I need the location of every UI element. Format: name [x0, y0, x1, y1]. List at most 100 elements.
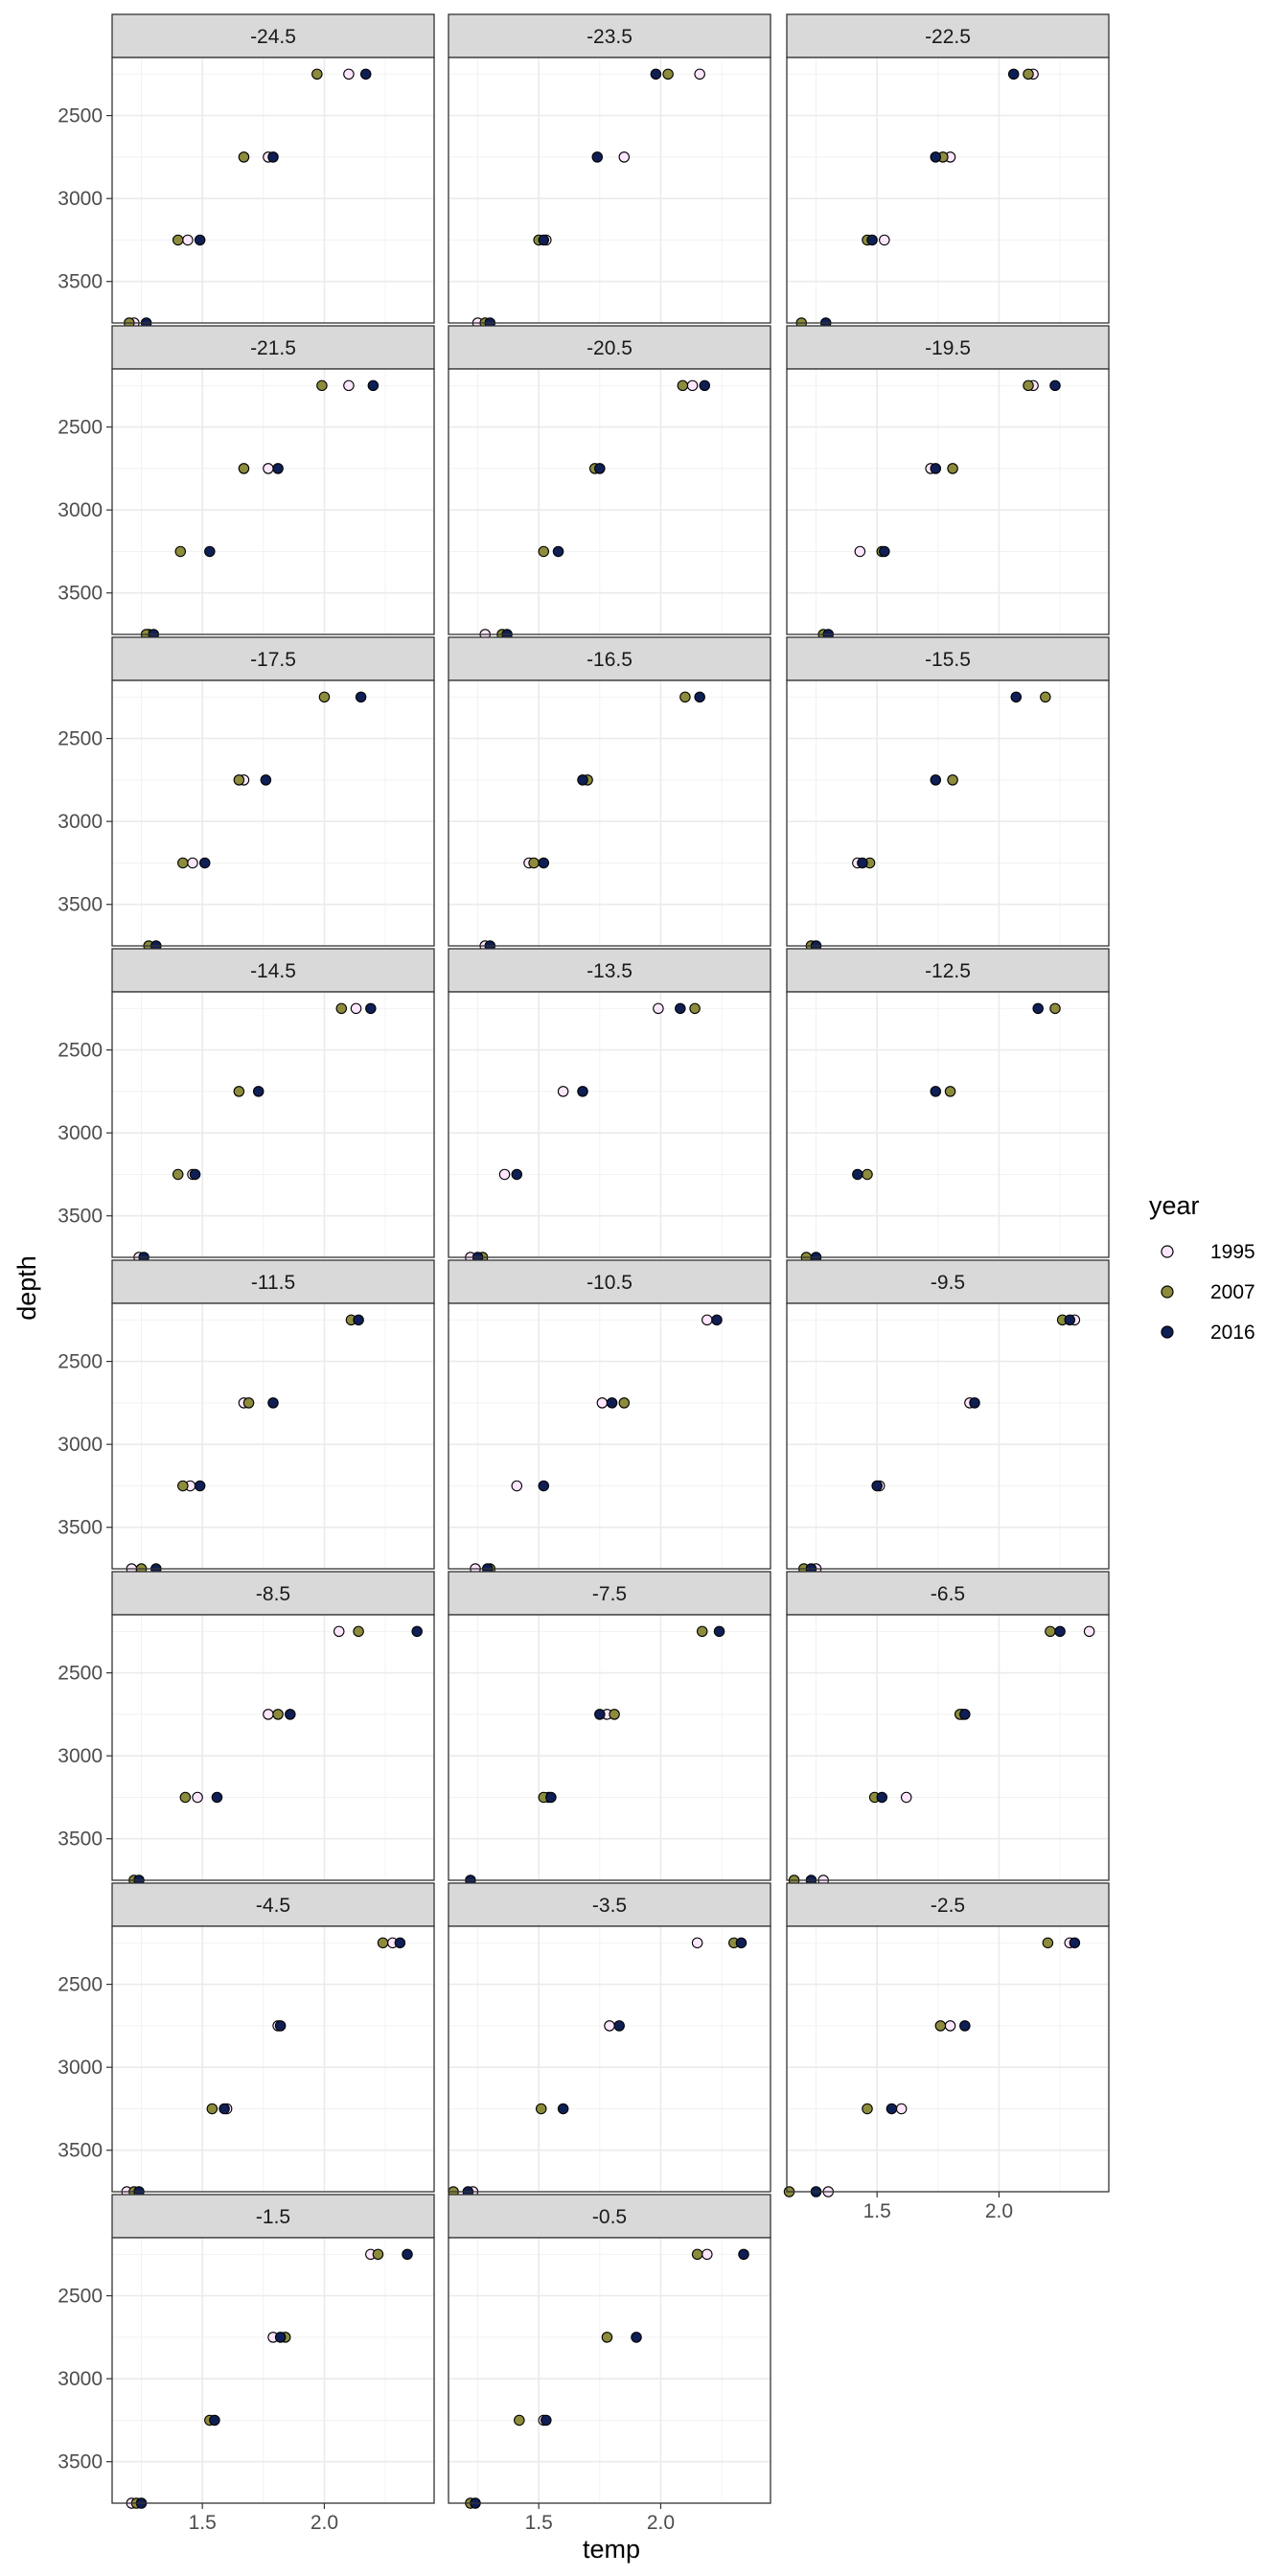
y-tick-label: 3500 — [58, 2451, 103, 2473]
facet-panel: -0.5 1.5 2.0 — [448, 2194, 771, 2534]
facet-strip-label: -6.5 — [931, 1583, 965, 1605]
panel-border — [786, 1614, 1110, 1881]
data-point-2007 — [618, 1397, 631, 1409]
data-point-1995 — [498, 1168, 511, 1181]
data-point-2007 — [174, 545, 187, 558]
facet-strip — [448, 13, 771, 58]
data-point-2016 — [557, 2103, 569, 2115]
y-tick-label: 3000 — [58, 1122, 103, 1144]
data-point-2007 — [696, 1625, 708, 1638]
data-point-2016 — [876, 1791, 888, 1804]
data-point-2007 — [1040, 691, 1051, 703]
facet-strip-label: -13.5 — [586, 960, 632, 982]
panel-border — [448, 1302, 771, 1570]
legend-label: 2016 — [1210, 1322, 1255, 1344]
data-point-2007 — [1023, 380, 1034, 392]
data-point-2007 — [206, 2103, 218, 2115]
data-point-2007 — [233, 774, 245, 786]
data-point-2016 — [886, 2103, 898, 2115]
data-point-2016 — [367, 380, 380, 392]
data-point-2016 — [735, 1937, 748, 1949]
facet-strip-label: -19.5 — [925, 337, 971, 359]
facet-strip — [786, 325, 1110, 370]
data-point-2016 — [267, 151, 279, 163]
data-point-2016 — [365, 1002, 377, 1015]
data-point-2016 — [211, 1791, 223, 1804]
facet-strip — [786, 1571, 1110, 1616]
x-tick-label: 2.0 — [985, 2200, 1013, 2222]
data-point-1995 — [263, 1709, 274, 1720]
data-point-2016 — [402, 2248, 413, 2261]
x-tick-label: 2.0 — [310, 2512, 338, 2534]
panel-background — [112, 1926, 434, 2192]
data-point-2016 — [189, 1168, 201, 1181]
panel-border — [786, 368, 1110, 635]
facet-panel: -22.5 — [786, 13, 1110, 329]
x-axis-title: temp — [583, 2535, 640, 2564]
facet-strip-label: -3.5 — [592, 1895, 627, 1917]
data-point-1995 — [702, 2248, 713, 2261]
facet-strip-label: -0.5 — [592, 2206, 627, 2228]
data-point-2007 — [335, 1002, 348, 1015]
panel-background — [448, 1926, 770, 2192]
data-point-2016 — [274, 2332, 287, 2343]
facet-strip — [111, 325, 435, 370]
facet-panel: -6.5 — [786, 1571, 1110, 1886]
data-point-2007 — [316, 380, 328, 392]
y-tick-label: 3000 — [58, 811, 103, 833]
data-point-2016 — [879, 545, 890, 558]
y-tick-label: 3500 — [58, 583, 103, 605]
facet-panel: -24.5 2500 3000 3500 — [58, 13, 435, 329]
data-point-2016 — [930, 463, 942, 474]
panel-background — [448, 1303, 770, 1569]
y-tick-label: 3500 — [58, 1828, 103, 1851]
data-point-2016 — [1032, 1002, 1044, 1015]
facet-strip — [448, 1882, 771, 1927]
data-point-1995 — [343, 68, 355, 80]
data-point-1995 — [596, 1397, 609, 1409]
facet-panel: -7.5 — [448, 1571, 771, 1886]
y-tick-label: 2500 — [58, 1351, 103, 1373]
panel-background — [448, 58, 770, 323]
data-point-2007 — [179, 1791, 192, 1804]
facet-strip-label: -10.5 — [586, 1272, 632, 1294]
data-point-2016 — [267, 1397, 279, 1409]
data-point-2016 — [959, 2020, 971, 2032]
facet-strip-label: -7.5 — [592, 1583, 627, 1605]
data-point-1995 — [187, 857, 198, 869]
data-point-2007 — [1049, 1002, 1061, 1015]
facet-strip — [448, 2194, 771, 2239]
data-point-2016 — [260, 774, 272, 786]
panel-background — [787, 58, 1109, 323]
panel-border — [111, 1925, 435, 2193]
panel-border — [111, 57, 435, 324]
facet-panel: -23.5 — [448, 13, 771, 329]
data-point-1995 — [653, 1002, 664, 1015]
data-point-2007 — [372, 2248, 384, 2261]
data-point-2016 — [930, 151, 942, 163]
data-point-1995 — [333, 1625, 345, 1638]
legend-key-2016 — [1161, 1325, 1174, 1339]
data-point-2016 — [198, 857, 211, 869]
data-point-2016 — [1064, 1314, 1076, 1326]
data-point-1995 — [694, 68, 705, 80]
facet-strip-label: -22.5 — [925, 26, 971, 48]
data-point-2016 — [613, 2020, 625, 2032]
data-point-1995 — [854, 545, 866, 558]
y-tick-label: 3000 — [58, 1745, 103, 1767]
panel-border — [111, 368, 435, 635]
y-tick-label: 3000 — [58, 2057, 103, 2079]
panel-border — [111, 1302, 435, 1570]
data-point-2016 — [594, 463, 606, 474]
facet-strip — [111, 13, 435, 58]
panel-background — [112, 1303, 434, 1569]
data-point-2007 — [1042, 1937, 1054, 1949]
legend: year 1995 2007 2016 — [1149, 1191, 1255, 1344]
data-point-2007 — [1045, 1625, 1056, 1638]
data-point-2016 — [552, 545, 564, 558]
panel-border — [786, 57, 1110, 324]
y-axis-title: depth — [12, 1255, 41, 1321]
data-point-2016 — [871, 1480, 883, 1492]
panel-background — [787, 680, 1109, 946]
panel-background — [787, 1303, 1109, 1569]
